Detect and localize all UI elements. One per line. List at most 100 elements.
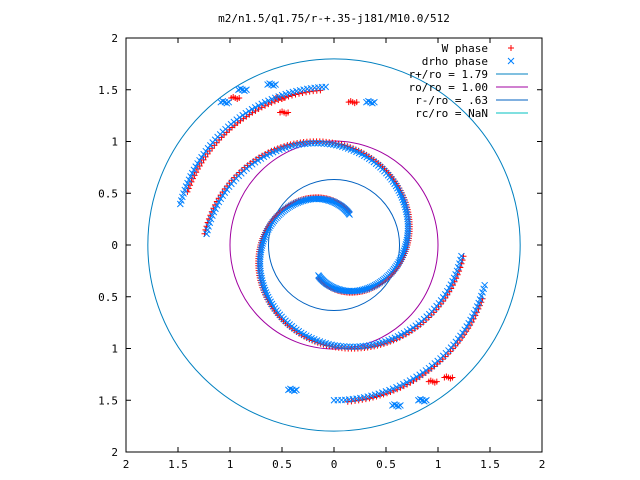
drho-phase-point bbox=[262, 231, 269, 239]
drho-phase-point bbox=[217, 195, 225, 203]
drho-phase-point bbox=[470, 309, 478, 317]
drho-phase-point bbox=[399, 251, 406, 259]
w-phase-point bbox=[236, 95, 243, 102]
drho-phase-point bbox=[400, 329, 408, 337]
drho-phase-point bbox=[259, 279, 267, 287]
drho-phase-point bbox=[254, 157, 262, 164]
drho-phase-point bbox=[293, 386, 300, 394]
drho-phase-point bbox=[345, 287, 353, 295]
w-phase-point bbox=[271, 98, 278, 105]
x-tick-label: 2 bbox=[123, 458, 130, 471]
drho-phase-point bbox=[409, 324, 417, 332]
drho-phase-point bbox=[219, 97, 227, 105]
drho-phase-point bbox=[456, 260, 463, 267]
drho-phase-point bbox=[401, 203, 409, 211]
drho-phase-point bbox=[261, 98, 269, 106]
drho-phase-point bbox=[223, 99, 231, 107]
drho-phase-point bbox=[204, 144, 212, 152]
drho-phase-point bbox=[406, 326, 414, 333]
drho-phase-point bbox=[400, 198, 408, 206]
drho-phase-point bbox=[398, 253, 405, 261]
y-tick-label: 2 bbox=[111, 446, 118, 459]
w-phase-point bbox=[285, 109, 292, 116]
x-tick-label: 1.5 bbox=[480, 458, 500, 471]
y-tick-label: 1.5 bbox=[98, 84, 118, 97]
drho-phase-point bbox=[454, 335, 462, 343]
legend-label: r+/ro = 1.79 bbox=[409, 68, 488, 81]
drho-phase-point bbox=[395, 403, 402, 410]
drho-phase-point bbox=[251, 158, 259, 166]
legend-marker bbox=[508, 45, 514, 51]
drho-phase-point bbox=[203, 230, 210, 238]
w-phase-point bbox=[449, 374, 456, 381]
w-phase-point bbox=[233, 171, 240, 178]
drho-phase-point bbox=[184, 179, 191, 187]
drho-phase-point bbox=[393, 383, 400, 391]
drho-phase-point bbox=[396, 382, 404, 390]
drho-phase-point bbox=[311, 139, 319, 147]
drho-phase-point bbox=[399, 249, 407, 257]
drho-phase-point bbox=[422, 367, 430, 374]
drho-phase-point bbox=[346, 343, 354, 351]
x-tick-label: 1 bbox=[227, 458, 234, 471]
drho-phase-point bbox=[200, 150, 208, 158]
drho-phase-point bbox=[475, 299, 483, 307]
drho-phase-point bbox=[272, 81, 279, 88]
drho-phase-point bbox=[365, 97, 372, 105]
drho-phase-point bbox=[389, 385, 397, 393]
drho-phase-point bbox=[343, 343, 351, 351]
drho-phase-point bbox=[467, 316, 474, 324]
drho-phase-point bbox=[421, 397, 428, 405]
drho-phase-point bbox=[261, 233, 269, 241]
drho-phase-point bbox=[458, 252, 465, 260]
x-tick-label: 1 bbox=[435, 458, 442, 471]
drho-phase-point bbox=[206, 219, 214, 227]
legend-label: ro/ro = 1.00 bbox=[409, 81, 488, 94]
drho-phase-point bbox=[260, 281, 267, 289]
drho-phase-point bbox=[221, 189, 229, 196]
legend-marker bbox=[507, 57, 515, 65]
drho-phase-point bbox=[289, 201, 297, 209]
w-phase-point bbox=[390, 387, 397, 394]
drho-phase-point bbox=[260, 153, 268, 161]
drho-phase-point bbox=[275, 93, 283, 100]
drho-phase-point bbox=[258, 100, 266, 108]
x-tick-label: 1.5 bbox=[168, 458, 188, 471]
drho-phase-point bbox=[266, 80, 273, 87]
drho-phase-point bbox=[260, 235, 268, 243]
drho-phase-point bbox=[219, 192, 227, 200]
drho-phase-point bbox=[202, 147, 210, 155]
drho-phase-point bbox=[278, 91, 286, 99]
w-phase-point bbox=[353, 99, 360, 106]
drho-phase-point bbox=[207, 215, 215, 223]
x-tick-label: 0.5 bbox=[376, 458, 396, 471]
drho-phase-point bbox=[395, 258, 403, 266]
legend-label: rc/ro = NaN bbox=[415, 107, 488, 120]
y-tick-label: 2 bbox=[111, 32, 118, 45]
drho-phase-point bbox=[259, 240, 266, 247]
drho-phase-point bbox=[271, 94, 279, 102]
drho-phase-point bbox=[182, 183, 190, 190]
drho-phase-point bbox=[396, 257, 404, 264]
drho-phase-point bbox=[452, 271, 459, 278]
w-phase-point bbox=[268, 99, 275, 106]
drho-phase-point bbox=[401, 245, 409, 253]
drho-phase-point bbox=[209, 212, 216, 219]
drho-phase-point bbox=[212, 205, 219, 213]
drho-phase-point bbox=[476, 296, 484, 303]
drho-phase-point bbox=[270, 82, 277, 89]
drho-phase-point bbox=[403, 328, 411, 335]
drho-phase-point bbox=[419, 369, 427, 376]
w-phase-point bbox=[236, 169, 243, 176]
drho-phase-point bbox=[453, 267, 461, 275]
drho-phase-point bbox=[406, 377, 414, 384]
drho-phase-point bbox=[397, 402, 404, 409]
x-tick-label: 2 bbox=[539, 458, 546, 471]
drho-phase-point bbox=[268, 95, 276, 103]
drho-phase-point bbox=[481, 281, 489, 289]
drho-phase-point bbox=[223, 186, 231, 193]
drho-phase-point bbox=[194, 160, 201, 167]
drho-phase-point bbox=[265, 224, 273, 232]
drho-phase-point bbox=[399, 380, 407, 388]
